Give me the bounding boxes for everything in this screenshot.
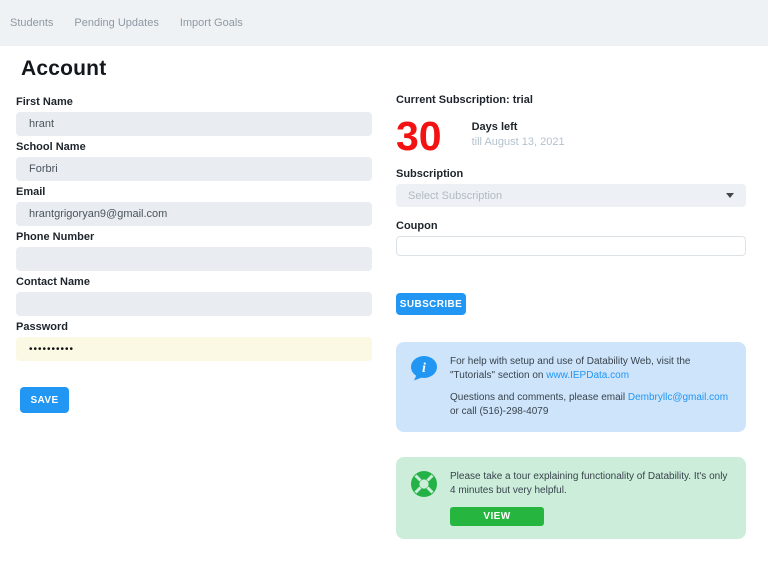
page-title: Account bbox=[21, 57, 107, 80]
nav-item-import-goals[interactable]: Import Goals bbox=[179, 17, 243, 29]
subscription-select[interactable]: Select Subscription bbox=[396, 184, 746, 207]
password-input[interactable] bbox=[16, 337, 372, 361]
subscription-select-placeholder: Select Subscription bbox=[408, 189, 503, 202]
column-gap bbox=[372, 46, 396, 539]
iepdata-link[interactable]: www.IEPData.com bbox=[546, 370, 630, 381]
help-line2-suffix: or call (516)-298-4079 bbox=[450, 406, 549, 417]
contact-name-label: Contact Name bbox=[16, 276, 90, 288]
coupon-input[interactable] bbox=[396, 236, 746, 256]
svg-text:i: i bbox=[422, 361, 426, 376]
school-name-label: School Name bbox=[16, 141, 86, 153]
help-info-text: For help with setup and use of Databilit… bbox=[450, 355, 732, 419]
top-navbar: Students Pending Updates Import Goals bbox=[0, 0, 768, 46]
form-group-email: Email bbox=[16, 186, 372, 226]
account-form-section: Account First Name School Name Email Pho… bbox=[16, 46, 372, 539]
current-subscription-text: Current Subscription: trial bbox=[396, 94, 533, 106]
email-input[interactable] bbox=[16, 202, 372, 226]
help-line1: For help with setup and use of Databilit… bbox=[450, 356, 691, 381]
school-name-input[interactable] bbox=[16, 157, 372, 181]
life-ring-icon bbox=[410, 470, 438, 526]
chevron-down-icon bbox=[726, 193, 734, 198]
first-name-input[interactable] bbox=[16, 112, 372, 136]
main-content: Account First Name School Name Email Pho… bbox=[0, 46, 768, 539]
email-label: Email bbox=[16, 186, 46, 198]
form-group-first-name: First Name bbox=[16, 96, 372, 136]
days-left-until: till August 13, 2021 bbox=[471, 136, 565, 148]
form-group-phone: Phone Number bbox=[16, 231, 372, 271]
days-left-label: Days left bbox=[471, 121, 518, 133]
nav-item-pending-updates[interactable]: Pending Updates bbox=[74, 17, 159, 29]
password-label: Password bbox=[16, 321, 68, 333]
tour-text: Please take a tour explaining functional… bbox=[450, 471, 728, 496]
email-link[interactable]: Dembryllc@gmail.com bbox=[627, 392, 729, 403]
subscription-section: Current Subscription: trial 30 Days left… bbox=[396, 46, 746, 539]
subscribe-button[interactable]: SUBSCRIBE bbox=[396, 293, 466, 315]
phone-number-label: Phone Number bbox=[16, 231, 95, 243]
form-group-contact-name: Contact Name bbox=[16, 276, 372, 316]
tour-box: Please take a tour explaining functional… bbox=[396, 457, 746, 539]
tour-text-wrap: Please take a tour explaining functional… bbox=[450, 470, 732, 526]
view-tour-button[interactable]: VIEW bbox=[450, 507, 544, 526]
first-name-label: First Name bbox=[16, 96, 73, 108]
subscription-select-label: Subscription bbox=[396, 168, 464, 180]
coupon-label: Coupon bbox=[396, 220, 438, 232]
nav-item-students[interactable]: Students bbox=[10, 17, 54, 29]
contact-name-input[interactable] bbox=[16, 292, 372, 316]
days-left-row: 30 Days left till August 13, 2021 bbox=[396, 113, 746, 159]
days-left-meta: Days left till August 13, 2021 bbox=[472, 118, 565, 154]
save-button[interactable]: SAVE bbox=[20, 387, 69, 413]
form-group-school-name: School Name bbox=[16, 141, 372, 181]
phone-number-input[interactable] bbox=[16, 247, 372, 271]
help-line2: Questions and comments, please email bbox=[450, 392, 626, 403]
days-left-number: 30 bbox=[396, 113, 442, 159]
help-info-box: i For help with setup and use of Databil… bbox=[396, 342, 746, 432]
account-form: First Name School Name Email Phone Numbe… bbox=[16, 96, 372, 413]
info-bubble-icon: i bbox=[410, 355, 438, 419]
form-group-password: Password bbox=[16, 321, 372, 361]
